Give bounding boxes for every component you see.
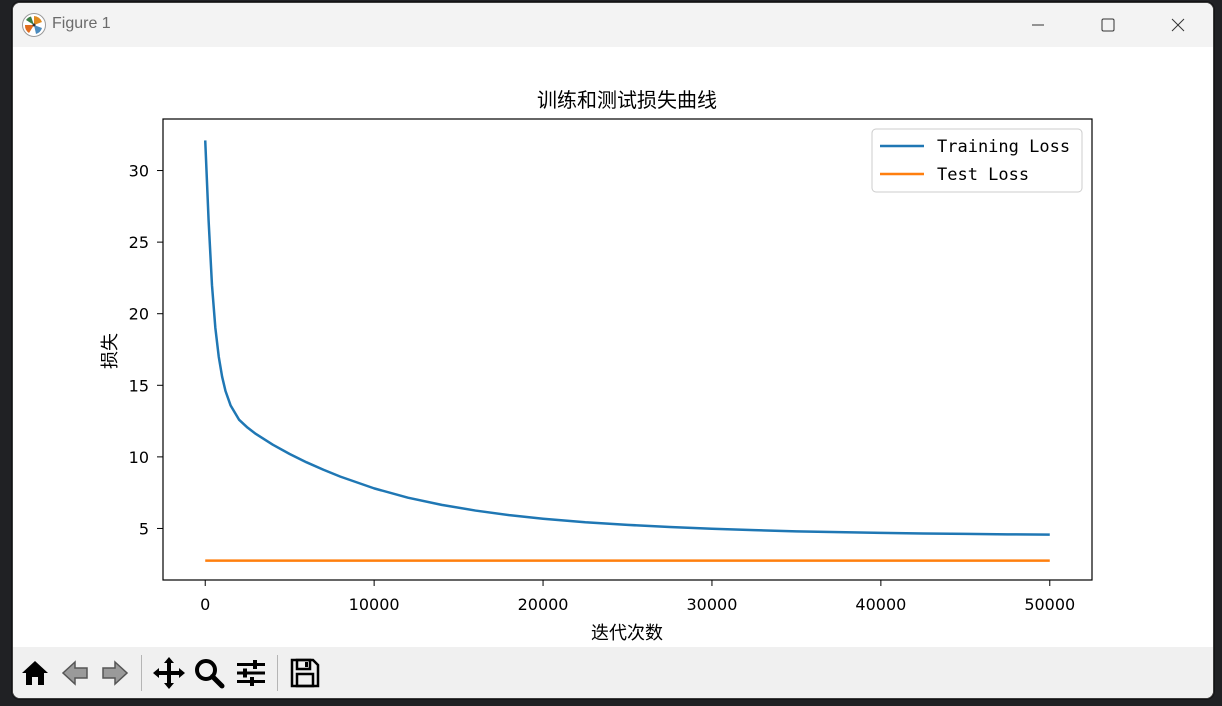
configure-subplots-icon [237,660,265,686]
matplotlib-app-icon [22,13,46,37]
y-tick-label: 20 [129,305,149,324]
back-button[interactable] [57,655,93,691]
x-tick-label: 50000 [1024,595,1075,614]
zoom-icon [195,659,225,689]
series-line-training-loss [203,140,1050,536]
zoom-button[interactable] [191,655,227,691]
home-icon [22,661,48,685]
minimize-button[interactable] [1003,3,1073,47]
x-axis-label: 迭代次数 [591,623,663,644]
close-button[interactable] [1143,3,1213,47]
plot-frame [162,118,1093,581]
configure-subplots-button[interactable] [233,655,269,691]
toolbar-separator [141,655,142,691]
x-tick-label: 40000 [855,595,906,614]
y-tick-label: 15 [129,376,149,395]
y-tick-label: 10 [129,448,149,467]
navigation-toolbar [13,647,1213,698]
y-tick-label: 5 [139,519,149,538]
x-tick-label: 10000 [349,595,400,614]
forward-arrow-icon [102,660,129,686]
figure-window: Figure 1 训练和测试损失曲线 0 10000 20000 30000 4000 [12,2,1214,699]
pan-button[interactable] [151,655,187,691]
chart-title: 训练和测试损失曲线 [537,88,717,112]
figure-canvas[interactable]: 训练和测试损失曲线 0 10000 20000 30000 40000 50000 5 10… [13,47,1213,647]
legend: Training Loss Test Loss [871,128,1083,193]
loss-chart: 训练和测试损失曲线 0 10000 20000 30000 40000 50000 5 10… [100,88,1093,644]
y-tick-label: 30 [129,162,149,181]
legend-label-training: Training Loss [937,137,1070,157]
x-tick-label: 0 [200,595,210,614]
back-arrow-icon [61,660,88,686]
y-tick-label: 25 [129,233,149,252]
x-tick-label: 20000 [518,595,569,614]
home-button[interactable] [17,655,53,691]
save-button[interactable] [287,655,323,691]
window-title: Figure 1 [52,15,111,32]
title-bar[interactable]: Figure 1 [13,3,1213,47]
y-axis-label: 损失 [100,333,121,369]
toolbar-separator [277,655,278,691]
maximize-icon [1101,18,1115,32]
legend-box [871,128,1083,193]
pan-icon [153,657,185,689]
maximize-button[interactable] [1073,3,1143,47]
forward-button[interactable] [97,655,133,691]
save-icon [290,658,320,688]
x-tick-label: 30000 [687,595,738,614]
close-icon [1171,18,1185,32]
minimize-icon [1032,24,1044,26]
legend-label-test: Test Loss [937,165,1029,185]
